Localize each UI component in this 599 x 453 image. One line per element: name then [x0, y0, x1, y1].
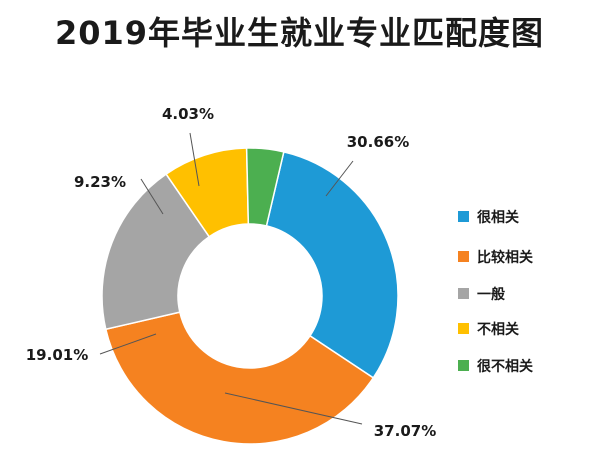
leader-line-5	[189, 132, 200, 187]
data-label-1: 30.66%	[347, 133, 409, 151]
leader-lines-group	[99, 132, 363, 425]
leader-line-3	[99, 333, 157, 355]
legend-label-5: 很不相关	[477, 358, 533, 375]
donut-slice-5	[245, 147, 285, 227]
slices-group	[101, 147, 399, 445]
legend-label-2: 比较相关	[477, 249, 533, 266]
donut-slice-3	[101, 173, 211, 331]
donut-slice-1	[265, 151, 399, 379]
data-label-5: 4.03%	[162, 105, 214, 123]
legend-swatch-3	[458, 288, 469, 299]
legend-label-4: 不相关	[477, 321, 519, 338]
legend-swatch-5	[458, 360, 469, 371]
legend-swatch-1	[458, 211, 469, 222]
leader-line-2	[224, 392, 363, 425]
data-labels-group: 30.66% 37.07% 19.01% 9.23% 4.03%	[26, 105, 436, 440]
legend-swatch-4	[458, 323, 469, 334]
data-label-3: 19.01%	[26, 346, 88, 364]
chart-title: 2019年毕业生就业专业匹配度图	[54, 14, 545, 52]
legend-label-1: 很相关	[477, 209, 519, 226]
leader-line-1	[325, 160, 354, 197]
legend-swatch-2	[458, 251, 469, 262]
data-label-4: 9.23%	[74, 173, 126, 191]
legend-label-3: 一般	[477, 286, 505, 303]
data-label-2: 37.07%	[374, 422, 436, 440]
leader-line-4	[140, 178, 164, 215]
